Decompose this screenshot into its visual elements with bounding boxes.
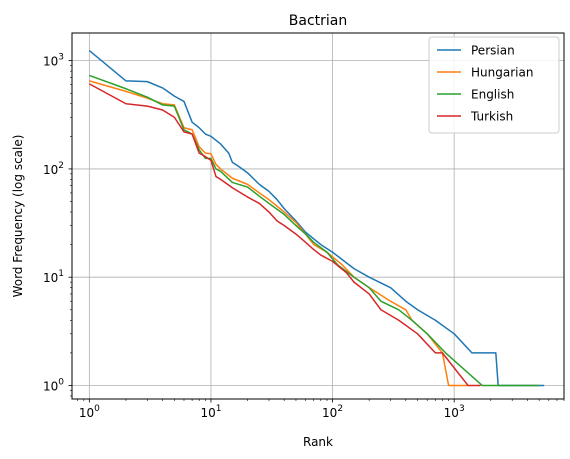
x-axis: 100 101 102 103 [77,399,565,420]
legend-label: English [471,88,514,102]
y-tick-base: 10 [43,163,58,177]
series-line-english [89,74,540,387]
x-tick-exponent: 1 [216,404,222,414]
y-tick-base: 10 [43,379,58,393]
x-tick-base: 10 [322,406,337,420]
plot-frame [71,32,565,400]
x-tick-label: 103 [444,404,465,420]
y-tick-base: 10 [43,271,58,285]
y-axis-label: Word Frequency (log scale) [11,135,25,298]
legend-label: Persian [471,44,515,58]
y-tick-label: 100 [43,377,64,393]
x-tick-base: 10 [79,406,94,420]
y-tick-label: 103 [43,53,64,69]
x-tick-label: 102 [322,404,343,420]
legend: Persian Hungarian English Turkish [428,36,560,134]
y-tick-exponent: 2 [58,161,64,171]
y-tick-exponent: 1 [58,269,64,279]
y-tick-base: 10 [43,55,58,69]
y-tick-exponent: 0 [58,377,64,387]
y-tick-exponent: 3 [58,53,64,63]
x-tick-label: 101 [200,404,221,420]
x-tick-base: 10 [200,406,215,420]
y-tick-label: 102 [43,161,64,177]
x-tick-label: 100 [79,404,100,420]
legend-box [428,36,560,134]
series-line-turkish [88,83,481,387]
series-line-persian [88,49,545,387]
x-tick-base: 10 [444,406,459,420]
x-tick-exponent: 0 [94,404,100,414]
plot-lines [88,49,545,387]
chart-title: Bactrian [289,13,347,29]
x-tick-exponent: 3 [459,404,465,414]
series-line-hungarian [89,80,469,387]
legend-label: Hungarian [471,66,533,80]
legend-label: Turkish [470,110,513,124]
x-axis-label: Rank [303,435,333,449]
y-tick-label: 101 [43,269,64,285]
x-tick-exponent: 2 [337,404,343,414]
